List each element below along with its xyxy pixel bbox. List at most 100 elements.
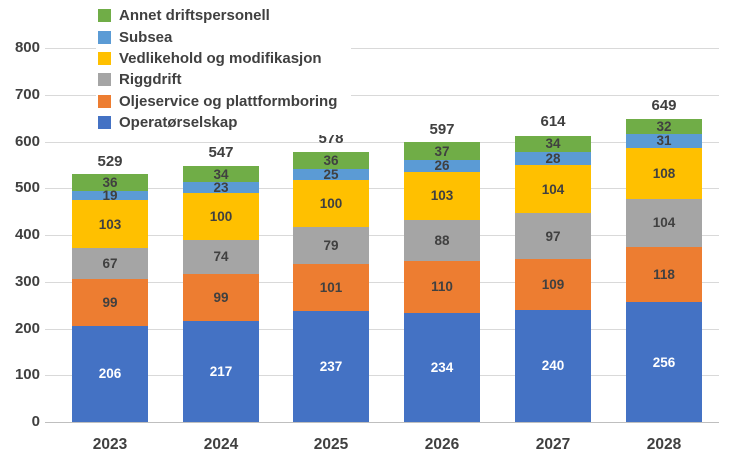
bar-segment: 26	[404, 158, 480, 174]
gridline	[45, 95, 719, 96]
bar-segment: 234	[404, 312, 480, 422]
segment-value-label: 110	[431, 279, 453, 295]
segment-value-label: 118	[653, 267, 675, 283]
segment-value-label: 100	[319, 196, 343, 212]
bar-segment: 256	[626, 302, 702, 422]
segment-value-label: 31	[656, 133, 672, 149]
bar-total-label: 614	[540, 113, 566, 130]
x-axis-category-label: 2025	[313, 436, 349, 453]
bar-segment: 88	[404, 220, 480, 262]
segment-value-label: 97	[545, 228, 561, 244]
bar-segment: 109	[515, 258, 591, 310]
bar-segment: 101	[293, 263, 369, 312]
bar-total-label: 529	[97, 153, 123, 170]
segment-value-label: 28	[545, 150, 561, 166]
bar-segment: 97	[515, 213, 591, 259]
bar-segment: 99	[72, 279, 148, 326]
legend-label: Oljeservice og plattformboring	[119, 92, 338, 110]
segment-value-label: 217	[209, 363, 233, 379]
x-axis-category-label: 2028	[646, 436, 682, 453]
segment-value-label: 74	[213, 249, 229, 265]
bar-segment: 31	[626, 133, 702, 149]
gridline	[45, 142, 719, 143]
legend-label: Subsea	[119, 28, 173, 46]
segment-value-label: 23	[213, 180, 229, 196]
bar-segment: 118	[626, 247, 702, 303]
bar-segment: 19	[72, 187, 148, 203]
bar-segment: 240	[515, 309, 591, 422]
y-axis-tick-label: 500	[14, 179, 40, 196]
bar-2025: 237 101 79 100 25 36	[293, 0, 369, 422]
segment-value-label: 206	[98, 366, 122, 382]
y-axis-tick-label: 600	[14, 133, 40, 150]
segment-value-label: 25	[323, 166, 339, 182]
segment-value-label: 109	[541, 276, 565, 292]
legend-item: Riggdrift	[98, 69, 337, 90]
segment-value-label: 19	[102, 187, 118, 203]
bar-segment: 237	[293, 311, 369, 422]
x-axis-category-label: 2024	[203, 436, 239, 453]
segment-value-label: 234	[430, 359, 454, 375]
bar-segment: 23	[183, 180, 259, 196]
bar-segment: 104	[515, 164, 591, 214]
segment-value-label: 108	[652, 165, 676, 181]
bar-segment: 100	[293, 180, 369, 228]
bar-segment: 99	[183, 274, 259, 321]
legend-label: Riggdrift	[119, 71, 182, 89]
segment-value-label: 99	[213, 289, 229, 305]
segment-value-label: 26	[434, 158, 450, 174]
bar-segment: 104	[626, 198, 702, 248]
segment-value-label: 32	[656, 118, 672, 134]
bar-segment: 74	[183, 239, 259, 275]
y-axis-tick-label: 300	[14, 273, 40, 290]
bar-segment: 79	[293, 227, 369, 264]
x-axis-category-label: 2027	[535, 436, 571, 453]
bar-total-label: 597	[429, 121, 455, 138]
y-axis-tick-label: 200	[14, 320, 40, 337]
segment-value-label: 104	[541, 181, 565, 197]
bar-2028: 256 118 104 108 31 32	[626, 0, 702, 422]
legend-swatch-icon	[98, 51, 111, 65]
segment-value-label: 99	[102, 295, 118, 311]
legend-swatch-icon	[98, 73, 111, 87]
segment-value-label: 104	[652, 215, 676, 231]
segment-value-label: 67	[102, 256, 118, 272]
gridline	[45, 48, 719, 49]
legend-item: Annet driftspersonell	[98, 5, 337, 26]
segment-value-label: 256	[652, 354, 676, 370]
bar-total-label: 547	[208, 144, 234, 161]
segment-value-label: 103	[430, 188, 454, 204]
segment-value-label: 34	[213, 166, 229, 182]
bar-segment: 67	[72, 248, 148, 280]
gridline	[45, 375, 719, 376]
bar-segment: 36	[293, 151, 369, 169]
x-axis-category-label: 2026	[424, 436, 460, 453]
bar-segment: 103	[404, 171, 480, 221]
gridline	[45, 282, 719, 283]
x-axis-line	[45, 422, 719, 423]
bar-segment: 34	[515, 135, 591, 152]
bar-segment: 100	[183, 192, 259, 240]
legend-swatch-icon	[98, 30, 111, 44]
bar-2024: 217 99 74 100 23 34	[183, 0, 259, 422]
bar-total-label: 649	[651, 97, 677, 114]
segment-value-label: 237	[319, 359, 343, 375]
bar-segment: 34	[183, 166, 259, 183]
segment-value-label: 100	[209, 208, 233, 224]
segment-value-label: 103	[98, 216, 122, 232]
legend-item: Operatørselskap	[98, 112, 337, 133]
y-axis-tick-label: 700	[14, 86, 40, 103]
y-axis-tick-label: 0	[31, 413, 40, 430]
legend-swatch-icon	[98, 94, 111, 108]
legend-item: Subsea	[98, 26, 337, 47]
bar-segment: 103	[72, 199, 148, 249]
bar-segment: 25	[293, 166, 369, 182]
y-axis-tick-label: 800	[14, 39, 40, 56]
segment-value-label: 34	[545, 136, 561, 152]
x-axis-category-label: 2023	[92, 436, 128, 453]
segment-value-label: 240	[541, 358, 565, 374]
bar-2027: 240 109 97 104 28 34	[515, 0, 591, 422]
gridline	[45, 329, 719, 330]
bar-segment: 36	[72, 174, 148, 192]
bar-segment: 32	[626, 118, 702, 134]
